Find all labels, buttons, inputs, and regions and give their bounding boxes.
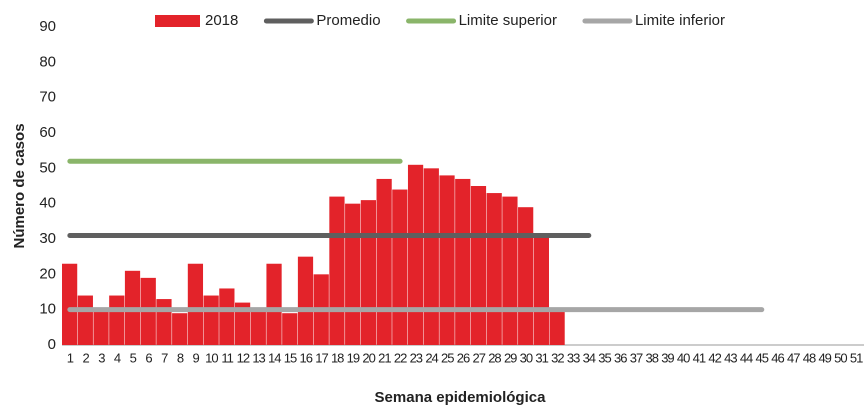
x-tick-label: 28 [488, 350, 501, 365]
bar [470, 186, 487, 345]
x-tick-label: 40 [677, 350, 690, 365]
y-tick-label: 40 [39, 195, 56, 212]
bar [360, 200, 377, 345]
bar [172, 313, 188, 345]
legend-label: 2018 [205, 12, 238, 29]
x-tick-label: 17 [315, 350, 328, 365]
x-tick-label: 39 [661, 350, 674, 365]
x-tick-label: 23 [410, 350, 423, 365]
bar [297, 256, 314, 345]
bar [392, 189, 408, 345]
y-tick-label: 0 [48, 336, 56, 353]
x-tick-label: 47 [787, 350, 800, 365]
x-tick-label: 29 [504, 350, 517, 365]
bar [187, 263, 204, 345]
y-tick-label: 10 [39, 301, 56, 318]
x-tick-label: 8 [177, 350, 184, 365]
y-tick-label: 60 [39, 124, 56, 141]
bar [345, 203, 361, 345]
legend-swatch [155, 15, 200, 27]
x-tick-label: 15 [284, 350, 297, 365]
y-tick-label: 50 [39, 159, 56, 176]
legend-label: Limite inferior [635, 12, 725, 29]
y-tick-label: 20 [39, 265, 56, 282]
x-tick-label: 10 [205, 350, 218, 365]
y-tick-label: 30 [39, 230, 56, 247]
x-tick-label: 11 [221, 350, 233, 365]
bar [533, 235, 549, 345]
bar [282, 313, 298, 345]
x-tick-label: 31 [535, 350, 548, 365]
bar [234, 302, 251, 345]
x-tick-label: 21 [378, 350, 391, 365]
bar [203, 295, 219, 345]
legend-label: Promedio [316, 12, 380, 29]
x-tick-label: 38 [645, 350, 658, 365]
x-tick-label: 45 [756, 350, 769, 365]
x-tick-label: 20 [362, 350, 375, 365]
bar [455, 178, 471, 345]
bar [423, 168, 439, 345]
y-tick-label: 70 [39, 89, 56, 106]
x-tick-label: 5 [130, 350, 137, 365]
x-tick-label: 3 [98, 350, 105, 365]
bar [219, 288, 235, 345]
bar [250, 309, 266, 345]
x-tick-label: 35 [598, 350, 611, 365]
x-tick-label: 34 [583, 350, 596, 365]
x-tick-label: 12 [237, 350, 250, 365]
y-axis-label: Número de casos [11, 123, 28, 248]
x-tick-label: 4 [114, 350, 121, 365]
x-tick-label: 48 [803, 350, 816, 365]
y-tick-label: 80 [39, 53, 56, 70]
x-tick-label: 25 [441, 350, 454, 365]
x-tick-label: 27 [472, 350, 485, 365]
x-tick-label: 1 [67, 350, 74, 365]
bar [502, 196, 518, 345]
bar [549, 309, 565, 345]
x-tick-label: 49 [818, 350, 831, 365]
x-tick-label: 18 [331, 350, 344, 365]
bar [376, 178, 392, 345]
bar [439, 175, 455, 345]
bar [77, 295, 93, 345]
x-tick-label: 24 [425, 350, 438, 365]
x-tick-label: 50 [834, 350, 847, 365]
bar [62, 263, 78, 345]
y-tick-label: 90 [39, 18, 56, 35]
x-tick-label: 51 [850, 350, 863, 365]
bar [329, 196, 345, 345]
x-axis-label: Semana epidemiológica [375, 389, 547, 406]
x-tick-label: 46 [771, 350, 784, 365]
x-tick-label: 37 [630, 350, 643, 365]
x-tick-label: 19 [347, 350, 360, 365]
x-tick-label: 14 [268, 350, 281, 365]
bar [518, 207, 534, 345]
bar [109, 295, 125, 345]
bar [486, 193, 502, 345]
x-tick-label: 33 [567, 350, 580, 365]
bar [266, 263, 282, 345]
x-tick-label: 7 [161, 350, 168, 365]
x-tick-label: 32 [551, 350, 564, 365]
x-tick-label: 6 [145, 350, 152, 365]
x-tick-label: 16 [300, 350, 313, 365]
x-tick-label: 44 [740, 350, 753, 365]
legend-label: Limite superior [459, 12, 557, 29]
x-tick-label: 26 [457, 350, 470, 365]
bar [93, 309, 109, 345]
x-tick-label: 30 [520, 350, 533, 365]
bar [407, 164, 424, 345]
x-tick-label: 41 [693, 350, 706, 365]
x-tick-label: 13 [252, 350, 265, 365]
x-tick-label: 43 [724, 350, 737, 365]
x-tick-label: 36 [614, 350, 627, 365]
bar [156, 299, 172, 345]
x-tick-label: 9 [193, 350, 200, 365]
x-tick-label: 42 [708, 350, 721, 365]
x-tick-label: 22 [394, 350, 407, 365]
x-tick-label: 2 [82, 350, 89, 365]
